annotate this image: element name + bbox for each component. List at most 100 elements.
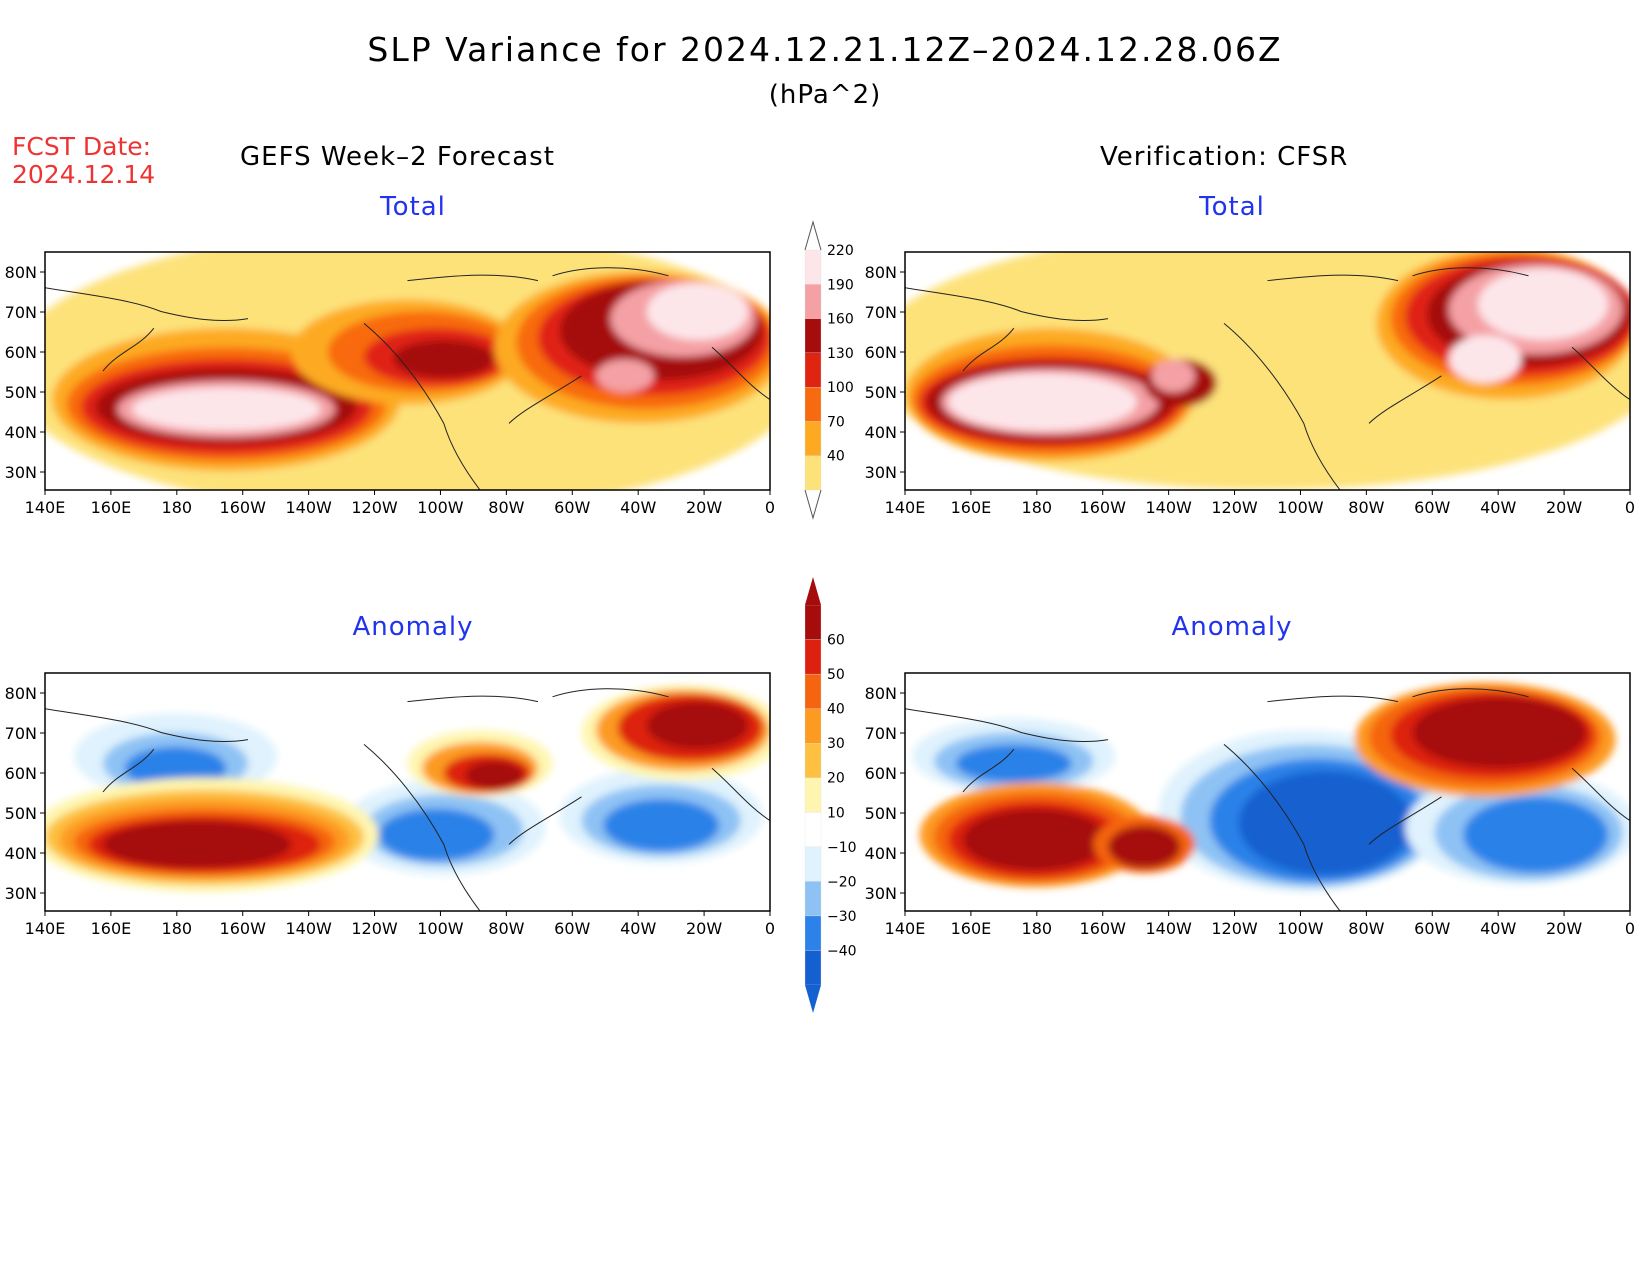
colorbar-total-level-6: 220 — [827, 243, 854, 259]
verification-total-coastlines — [905, 267, 1630, 490]
verification-anomaly-lat-label-5: 30N — [865, 884, 897, 903]
verification-total-coastline-5 — [1412, 267, 1529, 277]
forecast-total-coastline-5 — [552, 267, 669, 277]
colorbar-anomaly-swatch-7 — [804, 708, 822, 744]
verification-anomaly-contour-19 — [1412, 696, 1587, 769]
verification-total-field — [905, 252, 1630, 490]
colorbar-anomaly-swatch-10 — [804, 604, 822, 640]
forecast-anomaly-coastline-1 — [102, 748, 155, 793]
colorbar-total-swatch-5 — [804, 284, 822, 319]
verification-total-contour-8 — [1151, 359, 1195, 393]
colorbar-anomaly-swatch-0 — [804, 950, 822, 986]
colorbar-anomaly-level-8: 50 — [827, 667, 845, 683]
colorbar-total-level-1: 70 — [827, 414, 845, 430]
colorbar-anomaly-bottom-arrow — [805, 985, 821, 1013]
verification-anomaly-lat-label-3: 50N — [865, 804, 897, 823]
verification-total-contour-14 — [1477, 268, 1609, 341]
forecast-anomaly-coastline-4 — [407, 695, 539, 703]
verification-anomaly-lat-label-1: 70N — [865, 724, 897, 743]
verification-anomaly-lon-label-0: 140E — [885, 919, 926, 938]
forecast-anomaly-contour-22 — [646, 701, 749, 750]
verification-anomaly-lon-label-1: 160E — [951, 919, 992, 938]
verification-total-lat-label-4: 40N — [865, 423, 897, 442]
colorbar-anomaly-swatch-3 — [804, 846, 822, 882]
forecast-total-lon-label-1: 160E — [91, 498, 132, 517]
forecast-total-coastline-1 — [102, 327, 155, 372]
verification-anomaly-lon-label-2: 180 — [1022, 919, 1053, 938]
right-panel-heading: Verification: CFSR — [1100, 142, 1349, 172]
verification-anomaly-lon-label-3: 160W — [1080, 919, 1127, 938]
verification-anomaly-coastline-5 — [1412, 688, 1529, 698]
forecast-anomaly-coastline-5 — [552, 688, 669, 698]
verification-total-lat-label-0: 80N — [865, 263, 897, 282]
colorbar-total-swatch-0 — [804, 455, 822, 491]
colorbar-total-level-5: 190 — [827, 277, 854, 293]
colorbar-total: 40 70 100 130 160 190 220 — [804, 220, 854, 520]
forecast-anomaly-title: Anomaly — [352, 612, 474, 642]
verification-total-lon-label-10: 20W — [1546, 498, 1582, 517]
verification-total-coastline-0 — [905, 287, 1109, 322]
colorbar-anomaly-level-0: −40 — [827, 943, 857, 959]
verification-anomaly-coastline-0 — [905, 708, 1109, 743]
forecast-total-lon-label-6: 100W — [417, 498, 464, 517]
colorbar-total-bottom-arrow — [804, 489, 822, 520]
verification-anomaly-lat-label-0: 80N — [865, 684, 897, 703]
verification-anomaly-field — [912, 682, 1630, 892]
fcst-date-label: FCST Date: — [12, 132, 152, 161]
colorbar-anomaly-level-1: −30 — [827, 909, 857, 925]
verification-anomaly-contour-2 — [955, 744, 1072, 783]
verification-total-lon-label-0: 140E — [885, 498, 926, 517]
verification-total-lat-label-2: 60N — [865, 343, 897, 362]
forecast-total-lon-label-3: 160W — [220, 498, 267, 517]
colorbar-anomaly-level-3: −10 — [827, 840, 857, 856]
verification-anomaly-lon-label-4: 140W — [1145, 919, 1192, 938]
verification-total-coastline-1 — [962, 327, 1015, 372]
forecast-total-lon-label-7: 80W — [488, 498, 524, 517]
forecast-total-contour-6 — [132, 387, 321, 431]
colorbar-anomaly-top-arrow — [805, 577, 821, 605]
forecast-anomaly-lat-label-0: 80N — [5, 684, 37, 703]
forecast-anomaly-contour-5 — [378, 808, 495, 862]
forecast-anomaly-coastline-3 — [508, 796, 582, 845]
forecast-anomaly-lon-label-11: 0 — [765, 919, 775, 938]
forecast-total-lat-label-1: 70N — [5, 303, 37, 322]
forecast-anomaly-field — [45, 684, 770, 892]
colorbar-anomaly: −40 −30 −20 −10 10 20 30 40 50 60 — [804, 577, 857, 1013]
colorbar-anomaly-swatch-9 — [804, 639, 822, 675]
verification-anomaly-lon-label-8: 60W — [1414, 919, 1450, 938]
verification-anomaly-lon-label-9: 40W — [1480, 919, 1516, 938]
forecast-anomaly-contour-8 — [603, 799, 720, 852]
forecast-anomaly-lon-label-0: 140E — [25, 919, 66, 938]
forecast-total-lon-label-11: 0 — [765, 498, 775, 517]
verification-anomaly-lon-label-10: 20W — [1546, 919, 1582, 938]
verification-total-lon-label-8: 60W — [1414, 498, 1450, 517]
forecast-total-lat-label-4: 40N — [5, 423, 37, 442]
verification-anomaly-coastline-4 — [1267, 695, 1399, 703]
verification-anomaly-lon-label-7: 80W — [1348, 919, 1384, 938]
verification-anomaly-coastline-6 — [1571, 767, 1630, 822]
colorbar-total-level-0: 40 — [827, 449, 845, 465]
forecast-anomaly-panel: 80N 70N 60N 50N 40N 30N 140E 160E 180 160W 140W 120… — [5, 672, 775, 938]
verification-anomaly-contour-15 — [1108, 825, 1181, 869]
verification-total-lon-label-6: 100W — [1277, 498, 1324, 517]
figure-title: SLP Variance for 2024.12.21.12Z–2024.12.… — [367, 30, 1283, 69]
forecast-total-coastline-6 — [711, 346, 770, 401]
verification-anomaly-coastline-3 — [1368, 796, 1442, 845]
forecast-total-lat-label-3: 50N — [5, 383, 37, 402]
colorbar-anomaly-level-9: 60 — [827, 633, 845, 649]
forecast-anomaly-lat-label-1: 70N — [5, 724, 37, 743]
forecast-anomaly-coastline-0 — [45, 708, 249, 743]
verification-anomaly-coastlines — [905, 688, 1630, 911]
forecast-total-lon-label-2: 180 — [162, 498, 193, 517]
verification-anomaly-title: Anomaly — [1171, 612, 1293, 642]
forecast-anomaly-lat-label-3: 50N — [5, 804, 37, 823]
forecast-total-contour-10 — [393, 340, 495, 379]
verification-anomaly-coastline-2 — [1223, 744, 1341, 911]
forecast-anomaly-contour-14 — [103, 820, 292, 869]
colorbar-anomaly-swatch-1 — [804, 915, 822, 951]
verification-total-frame — [904, 251, 1631, 491]
verification-total-title: Total — [1199, 192, 1265, 222]
verification-anomaly-panel: 80N 70N 60N 50N 40N 30N 140E 160E 180 160W 140W 120… — [865, 672, 1635, 938]
forecast-anomaly-lon-label-8: 60W — [554, 919, 590, 938]
verification-total-panel: 80N 70N 60N 50N 40N 30N 140E 160E 180 160W 140W 120… — [865, 251, 1635, 517]
